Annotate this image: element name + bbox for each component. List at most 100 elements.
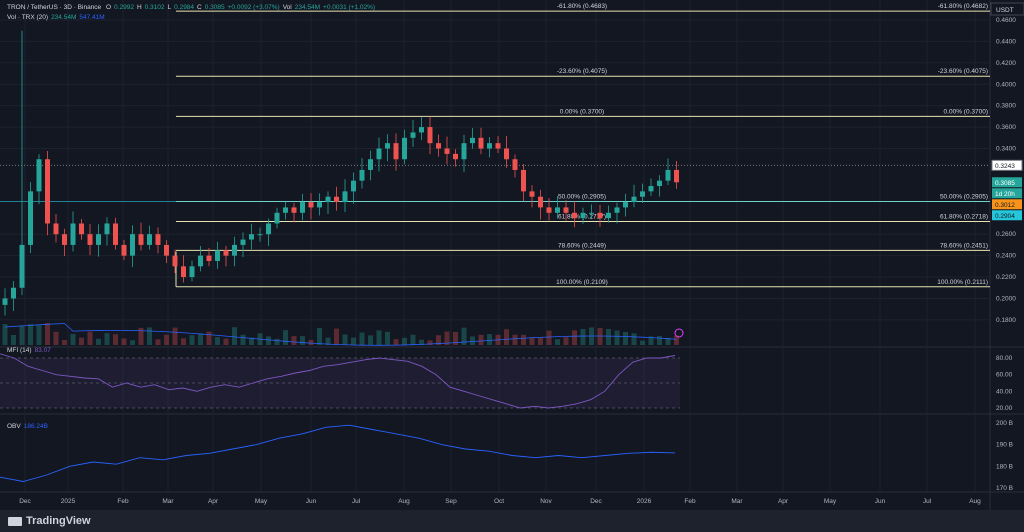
time-tick: Jun — [875, 498, 886, 505]
price-chart[interactable]: Dec 2025 Feb Mar Apr May Jun Jul Aug Sep Oct Nov Dec… — [0, 0, 1024, 510]
candle-body — [266, 223, 271, 235]
candle-body — [79, 223, 84, 235]
obv-tick: 180 B — [996, 463, 1013, 470]
symbol-legend: TRON / TetherUS · 3D · Binance O 0.2992 H 0… — [7, 4, 381, 11]
candle-body — [249, 234, 254, 240]
candle-body — [606, 212, 611, 219]
low-value: 0.2984 — [174, 4, 195, 11]
candle-body — [393, 143, 399, 160]
volume-bar — [555, 339, 560, 345]
volume-bar — [45, 322, 50, 345]
candle-body — [325, 196, 331, 203]
candle-body — [147, 234, 152, 245]
price-tick: 0.2400 — [996, 253, 1016, 260]
candle-body — [487, 143, 492, 149]
volume-bar — [215, 337, 220, 345]
candle-body — [665, 169, 671, 181]
volume-bar — [189, 335, 195, 345]
price-tick: 0.3800 — [996, 103, 1016, 110]
volume-bar — [444, 331, 450, 345]
candle-body — [96, 234, 101, 245]
volume-bar — [368, 335, 373, 345]
volume-ma-value: 547.41M — [79, 14, 105, 21]
alert-marker-icon — [674, 328, 684, 338]
price-label: 0.3243 — [995, 163, 1015, 170]
mfi-line — [0, 353, 676, 409]
candle-body — [181, 266, 186, 278]
candle-body — [436, 143, 441, 149]
open-label: O — [105, 4, 112, 11]
volume-bar — [606, 328, 611, 345]
fib-label-left: 0.00% (0.3700) — [560, 108, 604, 115]
footer: TradingView — [0, 510, 1024, 532]
candle-body — [589, 212, 594, 214]
candle-body — [223, 250, 229, 256]
time-tick: Oct — [494, 498, 504, 505]
obv-label: OBV — [7, 423, 21, 430]
price-label: 0.3012 — [995, 202, 1015, 209]
high-label: H — [136, 4, 142, 11]
candle-body — [657, 180, 662, 187]
candle-body — [232, 244, 237, 256]
candle-body — [546, 207, 552, 213]
close-value: 0.3085 — [204, 4, 225, 11]
candle-body — [495, 143, 501, 149]
candle-body — [563, 207, 569, 213]
candle-body — [597, 212, 603, 219]
volume-bar — [291, 336, 297, 345]
open-value: 0.2992 — [114, 4, 134, 11]
time-tick: Nov — [540, 498, 552, 505]
candle-body — [538, 196, 543, 208]
time-tick: Mar — [162, 498, 174, 505]
volume-bar — [164, 334, 169, 345]
volume-bar — [461, 327, 467, 345]
candle-body — [368, 159, 373, 170]
price-tick: 0.4000 — [996, 81, 1016, 88]
time-tick: 2025 — [61, 498, 76, 505]
candle-body — [674, 169, 679, 183]
candle-body — [240, 239, 246, 245]
candle-body — [572, 212, 577, 219]
volume-bar — [453, 331, 458, 345]
volume-bar — [529, 337, 535, 345]
currency-box — [990, 2, 1024, 16]
volume-bar — [172, 327, 178, 345]
volume-bar — [546, 330, 552, 345]
volume-legend: Vol · TRX (20) 234.54M 547.41M — [7, 14, 108, 21]
candle-body — [614, 207, 620, 213]
volume-bar — [19, 325, 25, 345]
volume-bar — [274, 338, 280, 345]
candle-body — [189, 266, 195, 278]
candle-body — [53, 223, 59, 235]
time-tick: Mar — [731, 498, 743, 505]
candle-body — [11, 287, 16, 299]
mfi-label: MFI (14) — [7, 347, 32, 354]
time-tick: May — [824, 498, 837, 505]
volume-bar — [640, 340, 645, 345]
price-tick: 0.2600 — [996, 231, 1016, 238]
candle-body — [28, 191, 33, 245]
volume-bar — [121, 338, 127, 345]
time-tick: Apr — [208, 498, 219, 505]
candle-body — [623, 202, 628, 208]
candle-body — [36, 159, 42, 192]
candle-body — [19, 244, 25, 288]
candle-body — [87, 234, 93, 245]
volume-bar — [300, 336, 305, 345]
fib-label-right: 61.80% (0.2718) — [940, 214, 988, 221]
price-label-box — [991, 159, 1023, 171]
volume-bar — [436, 335, 441, 345]
vol-change-value: +0.0031 (+1.02%) — [323, 4, 376, 11]
price-tick: 0.3600 — [996, 124, 1016, 131]
candle-body — [70, 223, 76, 245]
obv-legend: OBV 186.24B — [7, 423, 51, 430]
time-tick: Jul — [352, 498, 361, 505]
candle-body — [62, 234, 67, 245]
time-tick: Aug — [398, 498, 410, 505]
price-tick: 0.2200 — [996, 274, 1016, 281]
volume-bar — [113, 334, 118, 345]
obv-tick: 190 B — [996, 442, 1013, 449]
candle-body — [470, 137, 475, 144]
high-value: 0.3102 — [144, 4, 165, 11]
volume-bar — [419, 339, 424, 345]
